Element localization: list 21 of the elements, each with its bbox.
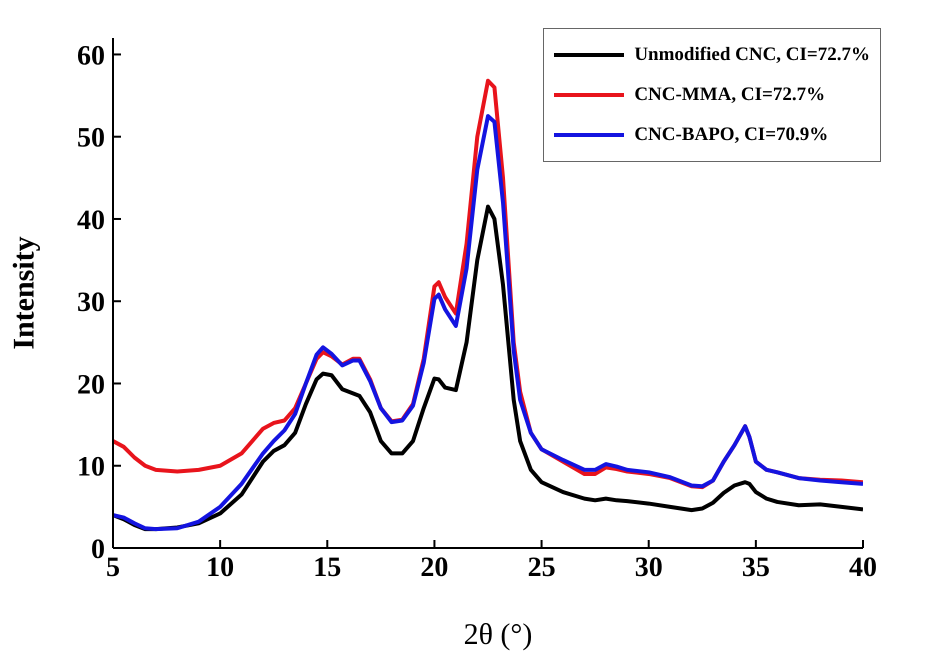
x-tick-label: 35 — [742, 552, 770, 583]
y-axis-title: Intensity — [8, 236, 41, 350]
x-tick-label: 20 — [420, 552, 448, 583]
y-tick-label: 30 — [77, 287, 105, 318]
y-tick-label: 60 — [77, 40, 105, 72]
y-tick-label: 40 — [77, 204, 105, 236]
x-tick-label: 40 — [849, 552, 877, 583]
legend-label: CNC-BAPO, CI=70.9% — [634, 124, 828, 146]
legend-label: Unmodified CNC, CI=72.7% — [634, 44, 870, 66]
x-tick-label: 30 — [634, 552, 663, 583]
y-tick-label: 50 — [77, 122, 105, 154]
x-tick-label: 10 — [206, 552, 234, 583]
y-tick-label: 20 — [77, 369, 105, 400]
x-tick-label: 5 — [106, 552, 120, 583]
y-tick-label: 10 — [77, 452, 105, 483]
y-tick-label: 0 — [91, 534, 105, 565]
x-axis-title: 2θ (°) — [462, 618, 534, 652]
line-series — [113, 114, 863, 532]
x-tick-label: 25 — [528, 552, 556, 583]
x-tick-label: 15 — [313, 552, 342, 583]
legend-label: CNC-MMA, CI=72.7% — [634, 84, 826, 106]
